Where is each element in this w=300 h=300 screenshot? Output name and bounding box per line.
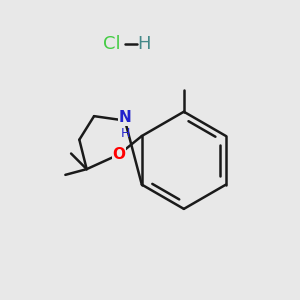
Text: H: H bbox=[120, 127, 130, 140]
Text: Cl: Cl bbox=[103, 35, 121, 53]
Text: O: O bbox=[112, 147, 126, 162]
Text: N: N bbox=[118, 110, 131, 125]
Text: H: H bbox=[137, 35, 151, 53]
